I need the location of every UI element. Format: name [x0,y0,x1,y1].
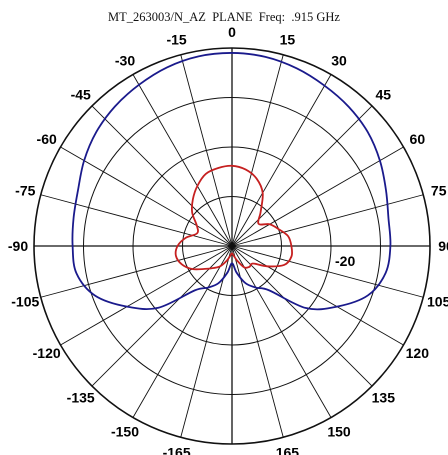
angle-tick-label: 165 [276,445,300,455]
grid-spoke [231,54,284,247]
angle-tick-label: 0 [228,24,236,40]
grid-spoke [231,245,373,387]
grid-spoke [231,245,424,298]
angle-tick-label: 45 [376,87,392,103]
series-layer [71,52,392,311]
angle-tick-label: 60 [410,131,426,147]
grid-spoke [231,245,332,418]
angle-tick-label: -135 [67,389,95,405]
angle-tick-label: -60 [37,131,57,147]
grid-spoke [231,194,424,247]
polar-grid [33,47,431,445]
angle-tick-label: 15 [280,31,296,47]
grid-spoke [60,245,233,346]
angle-tick-label: 30 [331,53,347,69]
grid-spoke [132,245,233,418]
grid-spoke [60,146,233,247]
grid-spoke [40,194,233,247]
angle-tick-label: -45 [71,87,91,103]
angle-tick-label: -165 [163,445,191,455]
grid-spoke [40,245,233,298]
grid-spoke [231,245,404,346]
angle-tick-label: -30 [115,53,135,69]
angle-tick-label: -105 [11,293,39,309]
angle-tick-label: 180 [220,452,244,455]
grid-spoke [231,74,332,247]
label-layer: 0 15 30 45 60 75 90 105 120 135 150 165 180 -165 -150 -… [8,24,448,455]
grid-spoke [231,245,284,438]
angle-tick-label: 135 [372,389,396,405]
grid-spoke [231,105,373,247]
angle-tick-label: -15 [166,31,186,47]
series-line-2 [174,164,294,271]
angle-tick-label: 90 [438,238,448,254]
angle-tick-label: -150 [111,423,139,439]
grid-spoke [132,74,233,247]
grid-spoke [231,146,404,247]
radial-tick-label: -20 [335,253,355,269]
angle-tick-label: 105 [427,293,448,309]
grid-spoke [91,245,233,387]
angle-tick-label: -75 [15,183,35,199]
grid-spoke [180,54,233,247]
angle-tick-label: 150 [327,423,351,439]
angle-tick-label: -120 [33,345,61,361]
angle-tick-label: 120 [406,345,430,361]
angle-tick-label: -90 [8,238,28,254]
grid-spoke [91,105,233,247]
angle-tick-label: 75 [431,183,447,199]
series-line-1 [71,52,392,311]
grid-spoke [180,245,233,438]
chart-title: MT_263003/N_AZ PLANE Freq: .915 GHz [108,10,340,24]
